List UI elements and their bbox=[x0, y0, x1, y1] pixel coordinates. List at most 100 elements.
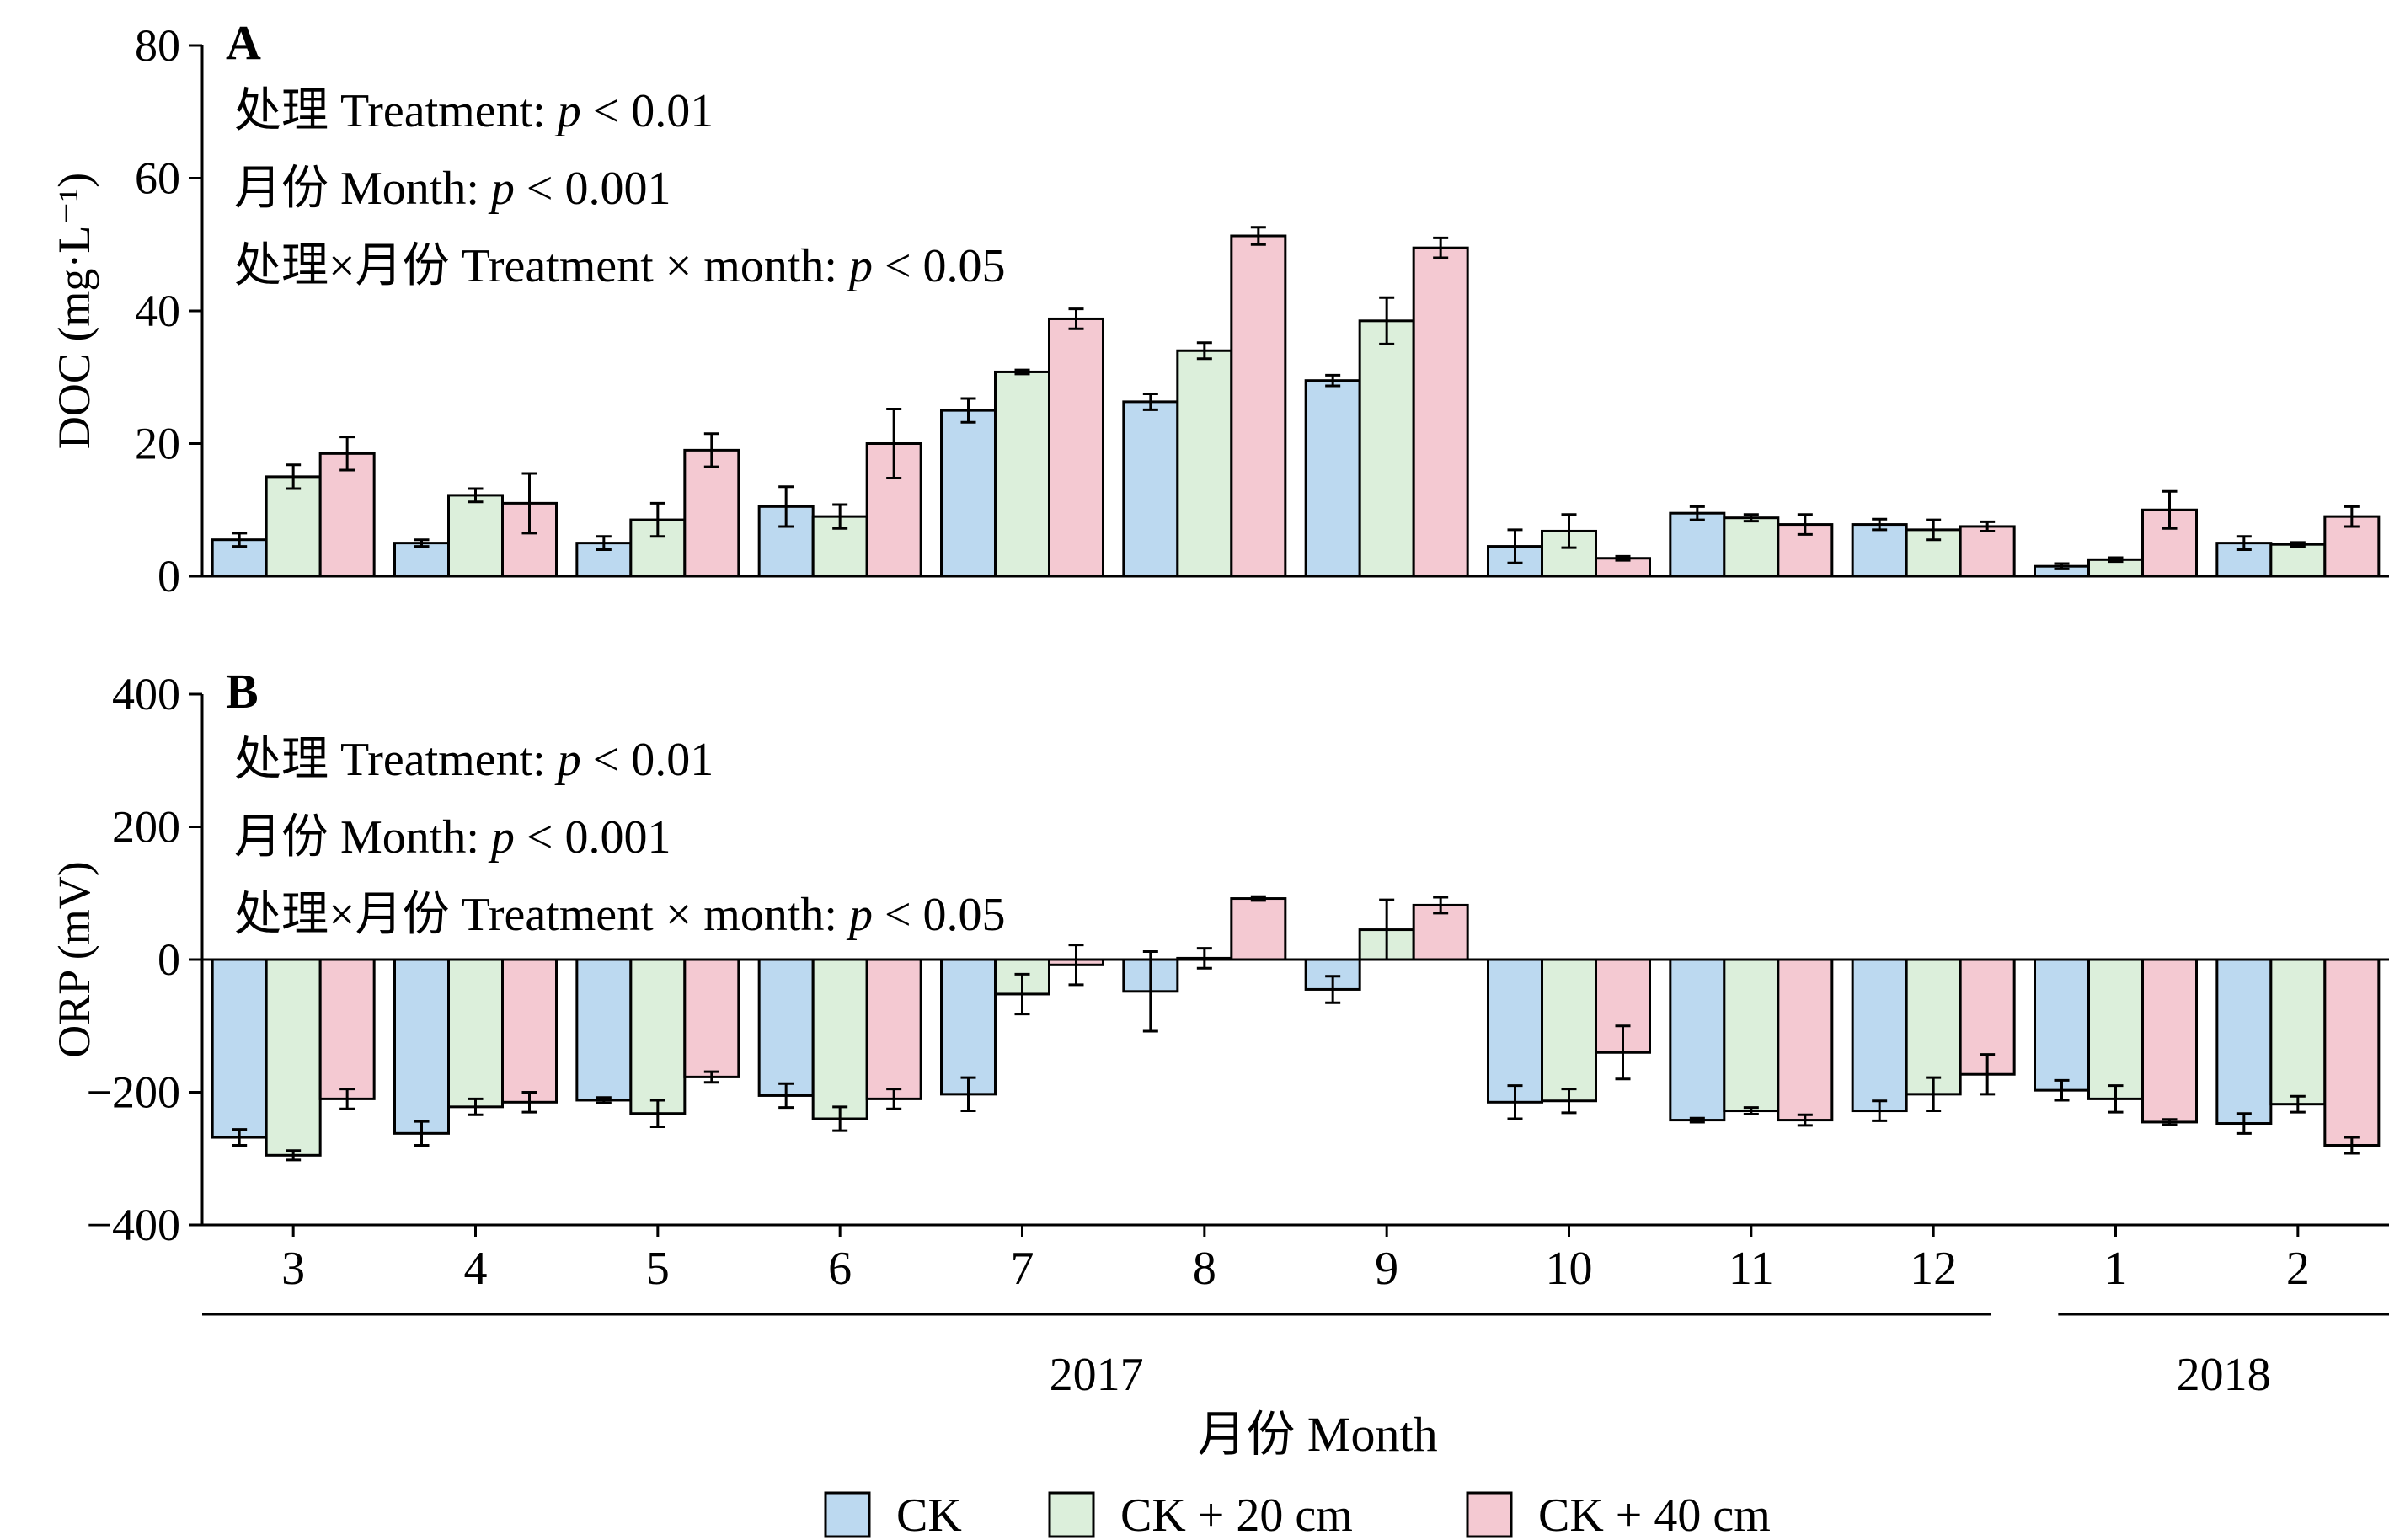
error-bar bbox=[1689, 1116, 1705, 1124]
stat-p: p bbox=[846, 240, 873, 292]
error-bar bbox=[414, 1120, 430, 1147]
x-tick-label: 8 bbox=[1193, 1243, 1216, 1295]
stat-line-0: 处理 Treatment: p < 0.01 bbox=[234, 734, 713, 786]
error-bar bbox=[414, 538, 430, 548]
stat-suffix: < 0.01 bbox=[581, 734, 714, 786]
bar-a-s0-m9 bbox=[1304, 379, 1361, 578]
error-bar bbox=[468, 487, 484, 504]
bar-b-s1-m5 bbox=[629, 958, 687, 1115]
x-tick-label: 3 bbox=[281, 1243, 305, 1295]
stat-line-1: 月份 Month: p < 0.001 bbox=[234, 811, 671, 864]
y-axis-label: DOC (mg·L⁻¹) bbox=[49, 173, 99, 449]
error-bar bbox=[1379, 296, 1395, 345]
year-label: 2018 bbox=[2177, 1349, 2271, 1401]
bar-a-s1-m2 bbox=[2269, 543, 2327, 578]
stat-prefix: 处理 Treatment: bbox=[234, 85, 558, 137]
stat-prefix: 处理 Treatment: bbox=[234, 734, 558, 786]
error-bar bbox=[1196, 947, 1212, 970]
legend-item-label: CK + 40 cm bbox=[1538, 1489, 1771, 1540]
stat-line-0: 处理 Treatment: p < 0.01 bbox=[234, 85, 713, 137]
bar-b-s1-m10 bbox=[1541, 958, 1597, 1103]
bar-b-s2-m5 bbox=[683, 958, 740, 1078]
stat-prefix: 处理×月份 Treatment × month: bbox=[234, 240, 849, 292]
bar-a-s1-m9 bbox=[1358, 319, 1415, 578]
error-bar bbox=[960, 397, 976, 424]
error-bar bbox=[1926, 1076, 1942, 1113]
bar-b-s0-m11 bbox=[1669, 958, 1726, 1122]
stat-suffix: < 0.001 bbox=[515, 811, 671, 864]
stat-line-2: 处理×月份 Treatment × month: p < 0.05 bbox=[234, 889, 1006, 941]
stat-suffix: < 0.001 bbox=[515, 163, 671, 215]
y-tick-label: 40 bbox=[135, 286, 180, 336]
stat-p: p bbox=[554, 85, 581, 137]
error-bar bbox=[1561, 513, 1577, 549]
error-bar bbox=[521, 1091, 537, 1114]
stat-suffix: < 0.01 bbox=[581, 85, 714, 137]
bar-b-s1-m11 bbox=[1723, 958, 1780, 1113]
panel-b: −400 −200 0 200 400 ORP (mV) B 处理 Treatment: p … bbox=[49, 664, 2389, 1250]
error-bar bbox=[596, 1096, 612, 1104]
stat-prefix: 月份 Month: bbox=[234, 163, 491, 215]
error-bar bbox=[1250, 226, 1266, 246]
bar-b-s0-m10 bbox=[1487, 958, 1543, 1104]
error-bar bbox=[2290, 1094, 2306, 1114]
stat-prefix: 月份 Month: bbox=[234, 811, 491, 864]
bar-b-s0-m7 bbox=[940, 958, 997, 1096]
error-bar bbox=[1196, 341, 1212, 361]
x-tick-label: 4 bbox=[464, 1243, 488, 1295]
stat-suffix: < 0.05 bbox=[873, 240, 1006, 292]
error-bar bbox=[1507, 528, 1523, 564]
panel-label: B bbox=[226, 664, 259, 719]
bar-a-s2-m8 bbox=[1230, 234, 1287, 578]
error-bar bbox=[778, 485, 794, 528]
error-bar bbox=[832, 503, 848, 530]
error-bar bbox=[1325, 975, 1341, 1004]
y-tick-label: 60 bbox=[135, 153, 180, 204]
error-bar bbox=[1743, 513, 1759, 523]
legend-item-label: CK bbox=[896, 1489, 962, 1540]
error-bar bbox=[2290, 541, 2306, 548]
error-bar bbox=[1433, 236, 1449, 259]
bar-b-s1-m4 bbox=[447, 958, 504, 1109]
y-tick-label: 80 bbox=[135, 20, 180, 71]
error-bar bbox=[778, 1082, 794, 1110]
error-bar bbox=[468, 1097, 484, 1116]
x-tick-label: 12 bbox=[1910, 1243, 1957, 1295]
y-tick-label: 200 bbox=[112, 802, 180, 853]
x-tick-label: 7 bbox=[1011, 1243, 1034, 1295]
error-bar bbox=[521, 472, 537, 535]
y-tick-label: 400 bbox=[112, 669, 180, 719]
error-bar bbox=[1561, 1088, 1577, 1115]
error-bar bbox=[2108, 1084, 2124, 1114]
error-bar bbox=[832, 1105, 848, 1132]
y-tick-label: 0 bbox=[158, 551, 180, 602]
y-tick-label: −400 bbox=[87, 1200, 180, 1250]
bar-a-s2-m9 bbox=[1412, 246, 1469, 578]
error-bar bbox=[1250, 895, 1266, 902]
bar-a-s0-m8 bbox=[1122, 400, 1179, 578]
error-bar bbox=[1797, 1113, 1813, 1127]
error-bar bbox=[1743, 1106, 1759, 1115]
bar-b-s1-m6 bbox=[811, 958, 868, 1120]
error-bar bbox=[1926, 518, 1942, 542]
bar-b-s2-m1 bbox=[2141, 958, 2198, 1124]
bar-a-s1-m3 bbox=[265, 475, 322, 578]
stat-p: p bbox=[488, 811, 515, 864]
year-label: 2017 bbox=[1050, 1349, 1144, 1401]
error-bar bbox=[703, 1070, 719, 1084]
bar-b-s0-m3 bbox=[211, 958, 268, 1139]
bar-a-s1-m7 bbox=[994, 370, 1050, 578]
stat-p: p bbox=[554, 734, 581, 786]
x-tick-label: 11 bbox=[1729, 1243, 1774, 1295]
error-bar bbox=[1980, 1053, 1996, 1096]
error-bar bbox=[1615, 554, 1631, 562]
error-bar bbox=[1014, 972, 1030, 1016]
bar-a-s1-m8 bbox=[1176, 349, 1233, 578]
bar-b-s2-m4 bbox=[501, 958, 558, 1104]
y-axis-label: ORP (mV) bbox=[49, 861, 99, 1058]
error-bar bbox=[886, 408, 902, 479]
error-bar bbox=[2108, 556, 2124, 564]
stat-line-1: 月份 Month: p < 0.001 bbox=[234, 163, 671, 215]
bar-b-s0-m2 bbox=[2215, 958, 2273, 1126]
